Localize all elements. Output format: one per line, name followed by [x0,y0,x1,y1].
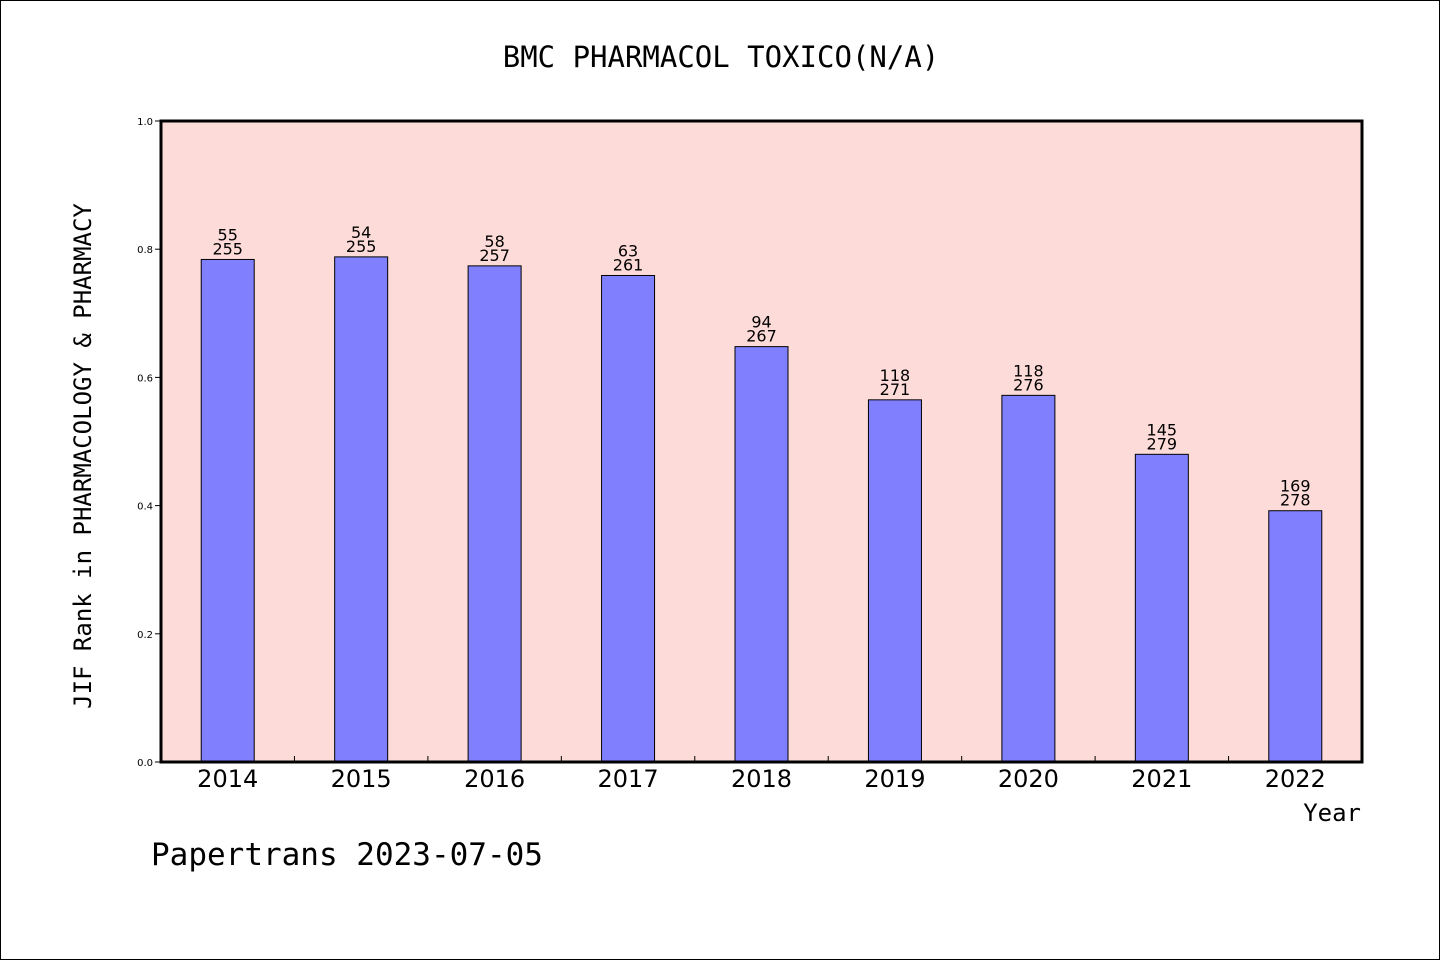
bar-rank-label: 94 [751,313,771,332]
y-tick-label: 0.2 [137,630,153,641]
bar-rank-label: 54 [351,223,371,242]
x-axis-label: Year [1303,799,1361,827]
bar-total-label: 261 [613,255,644,274]
bar-rank-label: 169 [1280,477,1311,496]
y-tick-label: 0.0 [137,758,153,769]
x-tick-label: 2021 [1131,765,1192,793]
x-tick-label: 2017 [598,765,659,793]
bar-total-label: 271 [880,380,911,399]
bar-2020 [1001,394,1056,763]
bar-rank-label: 58 [484,232,504,251]
x-tick-label: 2016 [464,765,525,793]
x-axis-ticks: 2014 2015 2016 2017 2018 2019 2020 2021 2022 [197,765,1326,793]
y-tick-label: 0.4 [137,502,153,513]
x-tick-label: 2019 [864,765,925,793]
bar-2021 [1134,453,1189,763]
y-tick-label: 0.6 [137,373,153,384]
bar-rank-label: 145 [1147,420,1178,439]
bar-2018 [734,346,789,763]
bar-rank-label: 118 [1013,361,1044,380]
y-axis-label: JIF Rank in PHARMACOLOGY & PHARMACY [69,203,97,709]
bar-2017 [601,274,656,763]
bar-total-label: 255 [346,237,377,256]
chart-title: BMC PHARMACOL TOXICO(N/A) [503,40,940,74]
bar-total-label: 278 [1280,491,1311,510]
bar-2015 [334,256,389,763]
x-tick-label: 2018 [731,765,792,793]
bar-2016 [467,265,522,763]
bar-total-label: 276 [1013,375,1044,394]
bar-rank-label: 63 [618,241,638,260]
x-tick-label: 2022 [1265,765,1326,793]
bars-group [200,256,1323,763]
y-tick-label: 0.8 [137,245,153,256]
x-tick-label: 2020 [998,765,1059,793]
plot-frame [159,119,1364,764]
y-tick-label: 1.0 [137,117,153,128]
bar-rank-label: 55 [218,225,238,244]
bar-2014 [200,258,255,763]
bar-total-label: 255 [212,239,243,258]
bar-2019 [867,399,922,763]
bar-total-label: 279 [1147,434,1178,453]
bar-2022 [1268,510,1323,763]
bar-rank-label: 118 [880,366,911,385]
x-tick-label: 2014 [197,765,258,793]
y-axis-ticks: 0.0 0.2 0.4 0.6 0.8 1.0 [137,117,1230,769]
bar-total-label: 267 [746,327,777,346]
bar-total-label: 257 [479,246,510,265]
footer-credit: Papertrans 2023-07-05 [151,837,543,873]
x-tick-label: 2015 [331,765,392,793]
